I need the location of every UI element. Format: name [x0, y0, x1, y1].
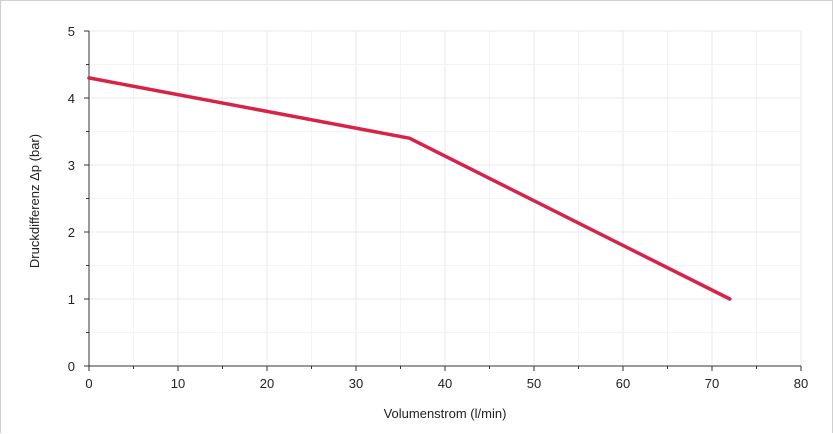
data-point — [87, 76, 91, 80]
label-layer: 0 10 20 30 40 50 60 70 80 0 1 2 3 4 5 — [68, 24, 808, 391]
x-tick-label: 30 — [349, 376, 363, 391]
y-tick-label: 4 — [68, 91, 75, 106]
x-tick-label: 20 — [260, 376, 274, 391]
y-axis-title: Druckdifferenz Δp (bar) — [27, 134, 42, 268]
y-tick-label: 1 — [68, 292, 75, 307]
x-tick-label: 40 — [438, 376, 452, 391]
x-tick-label: 80 — [794, 376, 808, 391]
y-tick-label: 2 — [68, 225, 75, 240]
x-tick-label: 60 — [616, 376, 630, 391]
y-tick-label: 5 — [68, 24, 75, 39]
grid-layer — [89, 30, 802, 366]
data-point — [728, 297, 731, 301]
y-tick-label: 0 — [68, 359, 75, 374]
x-tick-label: 10 — [171, 376, 185, 391]
x-tick-label: 50 — [527, 376, 541, 391]
x-axis-title: Volumenstrom (l/min) — [384, 406, 507, 421]
x-tick-label: 70 — [705, 376, 719, 391]
x-tick-label: 0 — [85, 376, 92, 391]
axis-layer — [84, 30, 802, 371]
series-layer — [87, 76, 732, 301]
data-point — [408, 137, 411, 140]
y-tick-label: 3 — [68, 158, 75, 173]
